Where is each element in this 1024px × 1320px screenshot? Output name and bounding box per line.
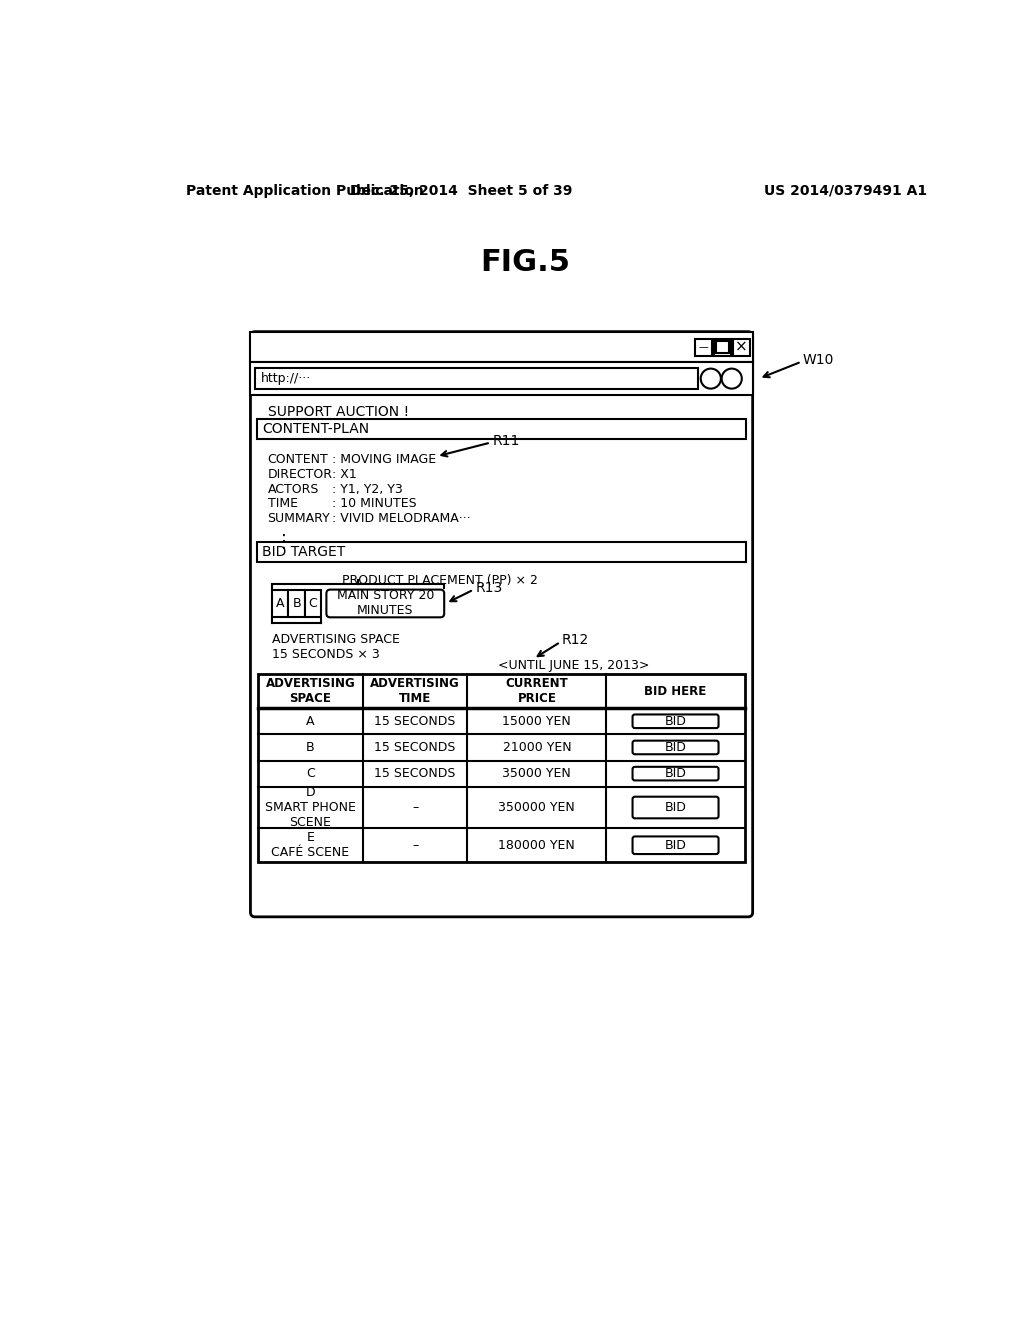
Bar bbox=[251, 363, 753, 395]
Text: MAIN STORY 20
MINUTES: MAIN STORY 20 MINUTES bbox=[337, 590, 434, 618]
Text: BID TARGET: BID TARGET bbox=[262, 545, 345, 558]
Text: W10: W10 bbox=[803, 354, 835, 367]
Text: DIRECTOR: DIRECTOR bbox=[267, 469, 333, 480]
Text: CONTENT: CONTENT bbox=[267, 453, 329, 466]
Text: PRODUCT PLACEMENT (PP) × 2: PRODUCT PLACEMENT (PP) × 2 bbox=[342, 574, 538, 587]
Text: —: — bbox=[699, 342, 709, 352]
Text: : MOVING IMAGE: : MOVING IMAGE bbox=[332, 453, 436, 466]
FancyBboxPatch shape bbox=[633, 741, 719, 754]
Text: BID HERE: BID HERE bbox=[644, 685, 707, 698]
Bar bbox=[255, 368, 698, 389]
Text: ADVERTISING SPACE
15 SECONDS × 3: ADVERTISING SPACE 15 SECONDS × 3 bbox=[272, 632, 400, 661]
Text: 15000 YEN: 15000 YEN bbox=[503, 714, 571, 727]
Text: A: A bbox=[306, 714, 314, 727]
FancyBboxPatch shape bbox=[633, 767, 719, 780]
Bar bbox=[714, 339, 731, 355]
Text: ADVERTISING
TIME: ADVERTISING TIME bbox=[371, 677, 460, 705]
Text: B: B bbox=[306, 741, 314, 754]
Text: R12: R12 bbox=[562, 634, 589, 647]
Text: <UNTIL JUNE 15, 2013>: <UNTIL JUNE 15, 2013> bbox=[499, 659, 650, 672]
Bar bbox=[732, 339, 750, 355]
Text: FIG.5: FIG.5 bbox=[480, 248, 569, 277]
Text: 21000 YEN: 21000 YEN bbox=[503, 741, 571, 754]
Text: SUPPORT AUCTION !: SUPPORT AUCTION ! bbox=[267, 405, 409, 418]
Text: ADVERTISING
SPACE: ADVERTISING SPACE bbox=[265, 677, 355, 705]
Bar bbox=[251, 331, 753, 363]
Text: BID: BID bbox=[665, 838, 686, 851]
Text: : X1: : X1 bbox=[332, 469, 356, 480]
Text: A: A bbox=[276, 597, 285, 610]
FancyBboxPatch shape bbox=[633, 837, 719, 854]
Text: C: C bbox=[308, 597, 317, 610]
Text: http://···: http://··· bbox=[261, 372, 311, 385]
Text: CONTENT-PLAN: CONTENT-PLAN bbox=[262, 422, 370, 437]
Circle shape bbox=[722, 368, 741, 388]
Text: Patent Application Publication: Patent Application Publication bbox=[186, 183, 424, 198]
Text: C: C bbox=[306, 767, 315, 780]
Bar bbox=[257, 543, 746, 562]
Text: BID: BID bbox=[665, 741, 686, 754]
Text: R13: R13 bbox=[475, 581, 503, 595]
Bar bbox=[257, 420, 746, 440]
Text: B: B bbox=[292, 597, 301, 610]
Text: ACTORS: ACTORS bbox=[267, 483, 318, 495]
Text: 350000 YEN: 350000 YEN bbox=[499, 801, 575, 814]
FancyBboxPatch shape bbox=[251, 331, 753, 917]
Bar bbox=[305, 590, 321, 618]
Bar bbox=[289, 590, 305, 618]
Bar bbox=[258, 675, 744, 862]
Text: SUMMARY: SUMMARY bbox=[267, 512, 331, 525]
Text: –: – bbox=[412, 801, 418, 814]
Text: 35000 YEN: 35000 YEN bbox=[503, 767, 571, 780]
Text: Dec. 25, 2014  Sheet 5 of 39: Dec. 25, 2014 Sheet 5 of 39 bbox=[350, 183, 572, 198]
Circle shape bbox=[700, 368, 721, 388]
FancyBboxPatch shape bbox=[633, 797, 719, 818]
Text: CURRENT
PRICE: CURRENT PRICE bbox=[506, 677, 568, 705]
Text: US 2014/0379491 A1: US 2014/0379491 A1 bbox=[764, 183, 927, 198]
Text: 180000 YEN: 180000 YEN bbox=[499, 838, 575, 851]
Text: R11: R11 bbox=[493, 434, 519, 447]
Text: ⋮: ⋮ bbox=[275, 533, 293, 550]
Text: –: – bbox=[412, 838, 418, 851]
Text: 15 SECONDS: 15 SECONDS bbox=[375, 741, 456, 754]
Text: 15 SECONDS: 15 SECONDS bbox=[375, 714, 456, 727]
Text: BID: BID bbox=[665, 767, 686, 780]
Text: 15 SECONDS: 15 SECONDS bbox=[375, 767, 456, 780]
Text: ×: × bbox=[734, 339, 748, 355]
Bar bbox=[716, 341, 729, 354]
Text: : 10 MINUTES: : 10 MINUTES bbox=[332, 498, 417, 511]
Bar bbox=[695, 339, 713, 355]
Text: : Y1, Y2, Y3: : Y1, Y2, Y3 bbox=[332, 483, 402, 495]
Text: : VIVID MELODRAMA···: : VIVID MELODRAMA··· bbox=[332, 512, 471, 525]
FancyBboxPatch shape bbox=[633, 714, 719, 729]
Text: TIME: TIME bbox=[267, 498, 298, 511]
Text: BID: BID bbox=[665, 714, 686, 727]
Text: BID: BID bbox=[665, 801, 686, 814]
Bar bbox=[272, 590, 289, 618]
Text: D
SMART PHONE
SCENE: D SMART PHONE SCENE bbox=[265, 785, 356, 829]
Text: E
CAFÉ SCENE: E CAFÉ SCENE bbox=[271, 832, 349, 859]
FancyBboxPatch shape bbox=[327, 590, 444, 618]
